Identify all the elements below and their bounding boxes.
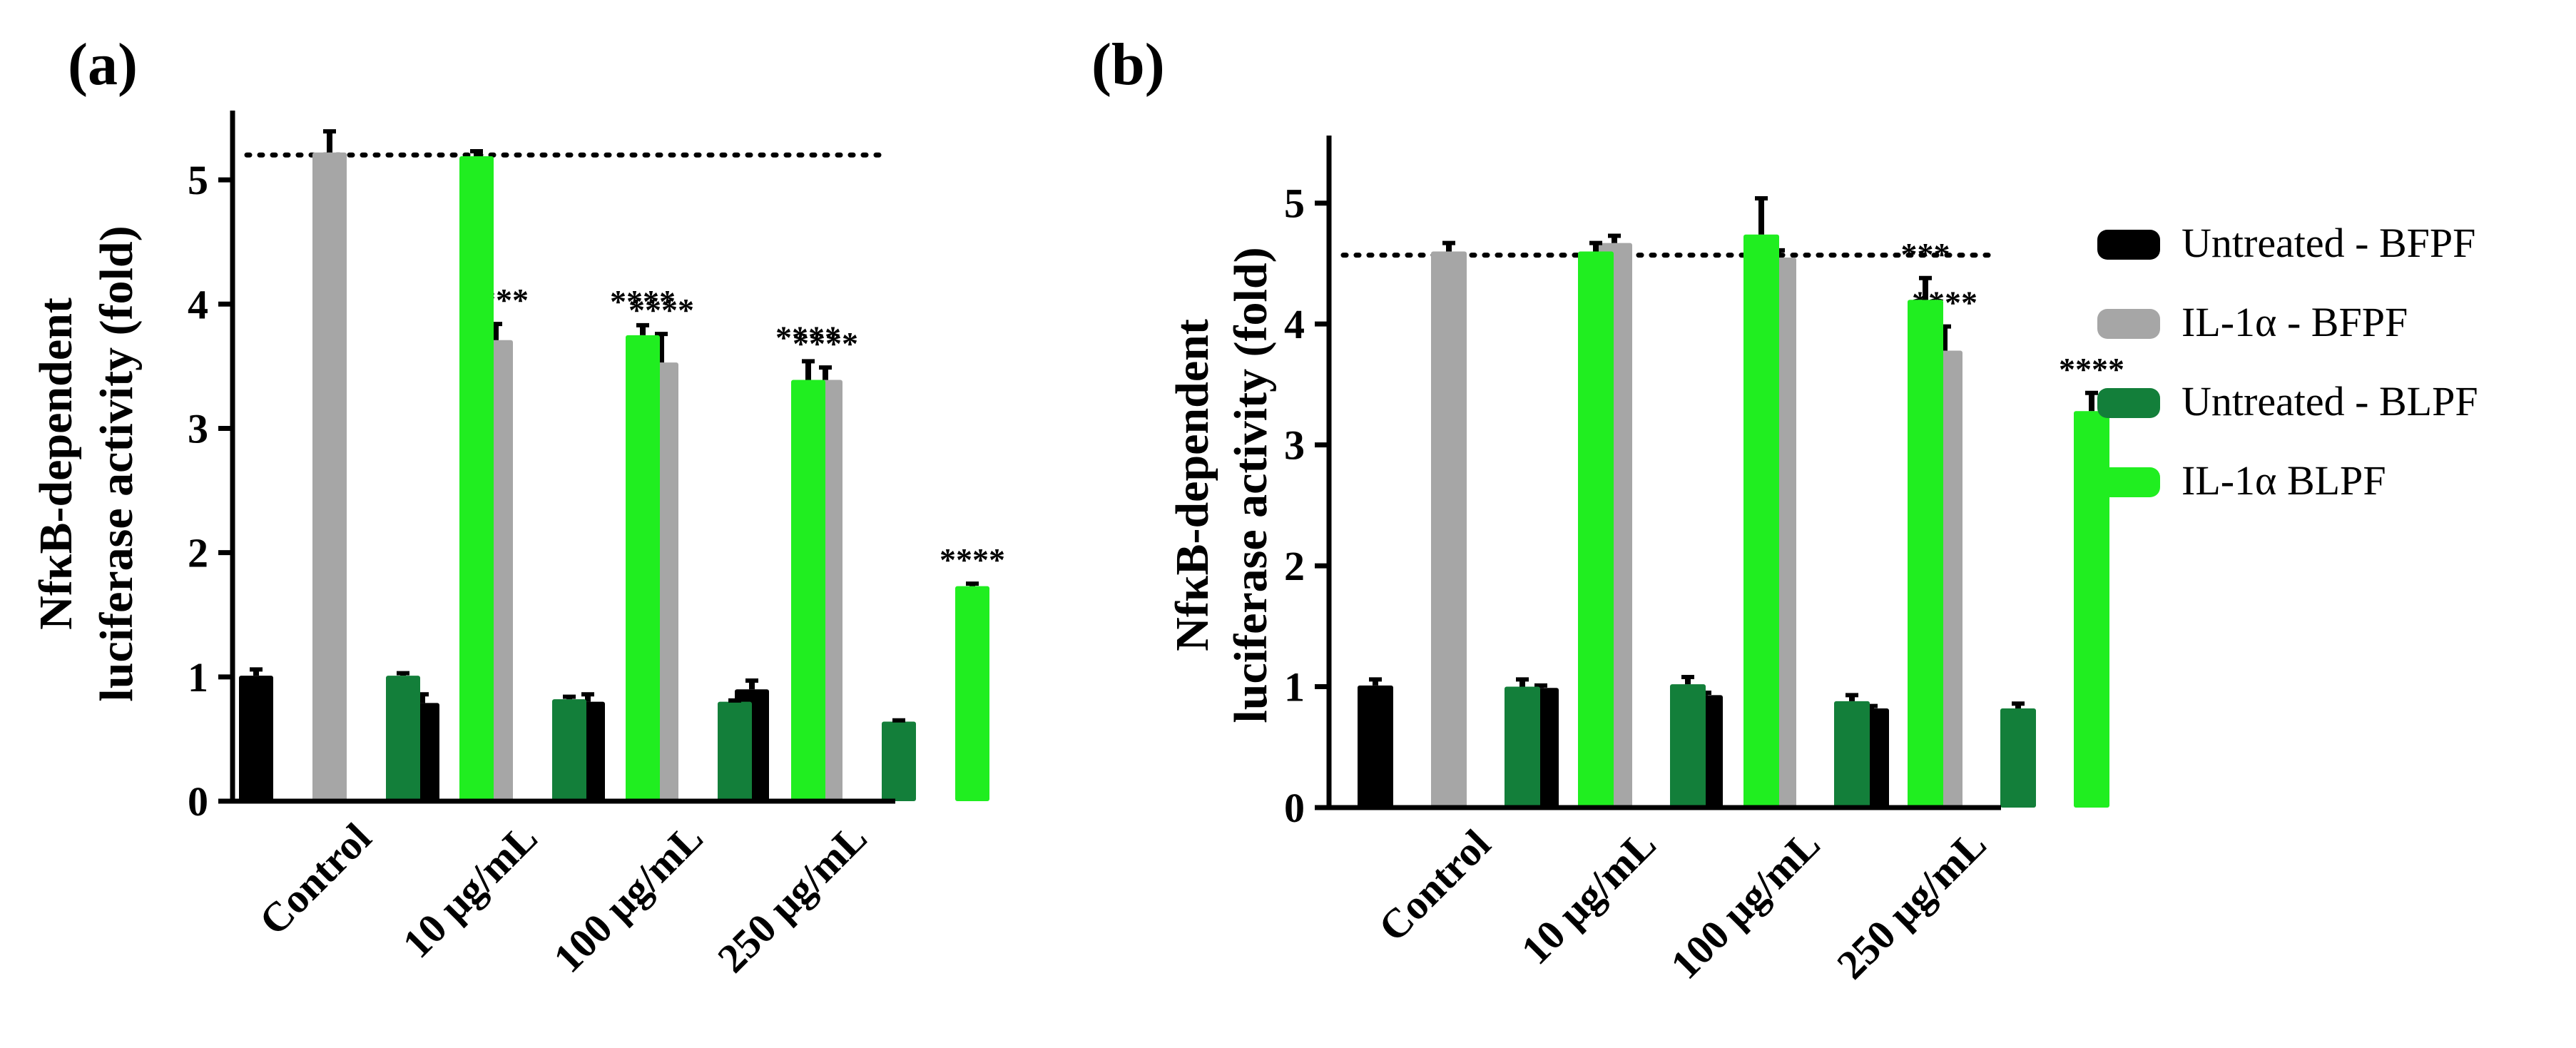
legend-label-untreated-blpf: Untreated - BLPF	[2182, 378, 2478, 424]
y-tick-label-a-3: 3	[188, 405, 208, 452]
bar-b-s2-c2	[1834, 701, 1870, 808]
bar-a-s3-c0	[459, 156, 494, 802]
significance-label-b-s3-c3: ****	[2059, 351, 2124, 387]
significance-label-a-s1-c3: ****	[793, 325, 858, 362]
y-tick-label-a-5: 5	[188, 157, 208, 203]
legend: Untreated - BFPF IL-1α - BFPF Untreated …	[2097, 220, 2478, 504]
legend-swatch-il1a-blpf	[2097, 467, 2160, 497]
bar-a-s0-c0	[239, 676, 273, 801]
y-tick-label-a-0: 0	[188, 778, 208, 825]
y-axis-label-line1-a: NfκB-dependent	[30, 297, 82, 630]
bar-b-s3-c3	[2074, 411, 2109, 808]
bar-b-s2-c0	[1505, 686, 1540, 808]
legend-swatch-il1a-bfpf	[2097, 309, 2160, 339]
y-tick-label-a-2: 2	[188, 530, 208, 576]
panel-label-a: (a)	[68, 31, 138, 98]
legend-item-il1a-bfpf: IL-1α - BFPF	[2097, 299, 2408, 345]
significance-label-b-s3-c2: ***	[1901, 236, 1950, 273]
legend-label-il1a-bfpf: IL-1α - BFPF	[2182, 299, 2408, 345]
y-tick-label-b-3: 3	[1284, 422, 1305, 469]
y-tick-label-b-1: 1	[1284, 664, 1305, 711]
legend-swatch-untreated-bfpf	[2097, 230, 2160, 260]
bar-a-s1-c0	[312, 152, 347, 802]
y-tick-label-b-4: 4	[1284, 301, 1305, 347]
bar-b-s3-c1	[1743, 234, 1779, 808]
bar-b-s2-c3	[2000, 708, 2036, 808]
significance-label-a-s3-c2: ****	[775, 319, 841, 355]
y-tick-label-a-1: 1	[188, 654, 208, 701]
y-tick-label-b-2: 2	[1284, 543, 1305, 589]
y-axis-label-line1-b: NfκB-dependent	[1166, 319, 1218, 651]
bar-a-s2-c1	[552, 699, 586, 801]
bar-a-s2-c3	[882, 721, 916, 801]
legend-item-untreated-blpf: Untreated - BLPF	[2097, 378, 2478, 424]
significance-label-a-s1-c2: ****	[628, 292, 694, 328]
significance-label-a-s3-c3: ****	[940, 541, 1005, 578]
legend-swatch-untreated-blpf	[2097, 388, 2160, 418]
bar-b-s0-c0	[1358, 685, 1393, 808]
bar-b-s3-c2	[1908, 300, 1943, 808]
y-tick-label-b-5: 5	[1284, 180, 1305, 227]
y-axis-label-line2-b: luciferase activity (fold)	[1225, 247, 1277, 723]
bar-b-s3-c0	[1578, 251, 1614, 808]
chart-panel-b: (b) NfκB-dependent luciferase activity (…	[1091, 31, 2124, 988]
y-tick-label-b-0: 0	[1284, 785, 1305, 831]
bar-b-s2-c1	[1670, 684, 1706, 808]
legend-item-untreated-bfpf: Untreated - BFPF	[2097, 220, 2475, 266]
legend-label-il1a-blpf: IL-1α BLPF	[2182, 457, 2386, 504]
legend-item-il1a-blpf: IL-1α BLPF	[2097, 457, 2386, 504]
legend-label-untreated-bfpf: Untreated - BFPF	[2182, 220, 2475, 266]
bar-a-s2-c2	[718, 701, 752, 801]
bar-a-s2-c0	[386, 676, 420, 801]
panel-label-b: (b)	[1091, 31, 1165, 98]
y-axis-label-line2-a: luciferase activity (fold)	[91, 225, 143, 701]
y-tick-label-a-4: 4	[188, 281, 208, 327]
bar-a-s3-c2	[791, 380, 825, 801]
significance-label-a-s3-c1: ****	[610, 283, 676, 320]
bar-b-s1-c0	[1431, 251, 1467, 808]
bar-a-s3-c1	[626, 335, 660, 801]
bar-a-s3-c3	[955, 586, 989, 801]
